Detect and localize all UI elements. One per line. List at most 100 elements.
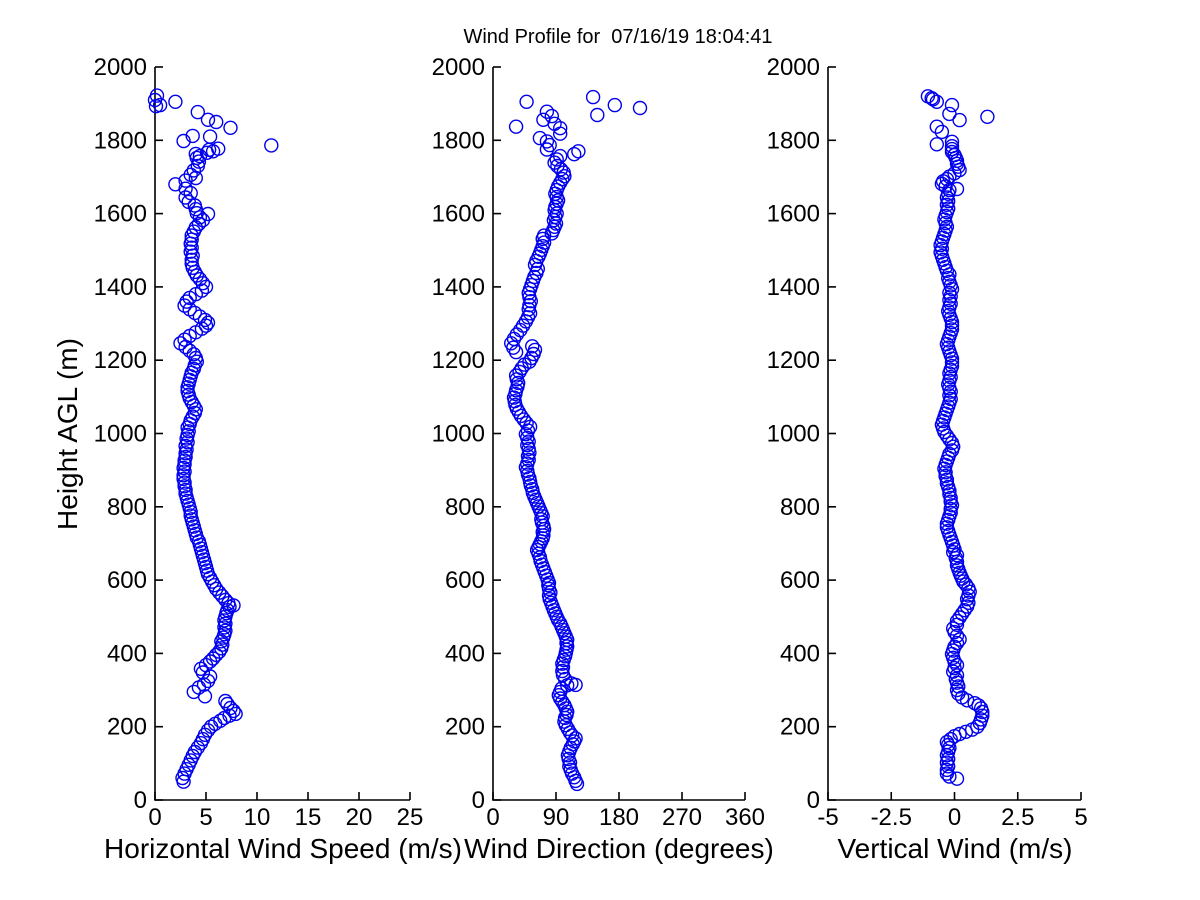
data-point-marker [550, 158, 565, 174]
y-tick-label: 400 [107, 640, 147, 667]
data-point-marker [571, 144, 586, 159]
x-tick-label: 25 [397, 804, 424, 831]
data-point-marker [944, 435, 960, 451]
data-point-marker [201, 142, 217, 158]
data-point-marker [943, 732, 958, 747]
data-point-marker [200, 206, 216, 222]
x-tick-label: -5 [817, 804, 838, 831]
data-point-marker [200, 112, 216, 128]
data-point-marker [527, 342, 543, 358]
data-point-marker [181, 194, 196, 210]
y-tick-label: 800 [107, 494, 147, 521]
data-point-marker [206, 578, 222, 593]
y-tick-label: 400 [445, 640, 485, 667]
data-point-marker [944, 318, 960, 333]
y-tick-label: 1400 [767, 274, 820, 301]
data-point-marker [949, 181, 965, 197]
data-point-marker [944, 97, 960, 113]
data-point-marker [179, 294, 194, 309]
data-point-marker [952, 632, 967, 647]
x-tick-label: 2.5 [1001, 804, 1034, 831]
vertical-wind-panel: 0 200 400 600 800 1000 1200 1400 1600 1800 2000 -5 -… [767, 54, 1088, 831]
x-tick-label: 360 [725, 804, 765, 831]
y-tick-label: 2000 [767, 54, 820, 81]
data-point-marker [213, 713, 228, 728]
data-point-marker [522, 354, 537, 369]
data-point-marker [176, 471, 191, 487]
data-point-marker [187, 358, 203, 373]
data-point-marker [967, 696, 982, 711]
data-point-marker [585, 89, 601, 105]
y-tick-label: 800 [445, 494, 485, 521]
data-point-marker [946, 621, 961, 636]
y-tick-label: 1200 [432, 347, 485, 374]
y-tick-label: 600 [107, 567, 147, 594]
data-point-marker [191, 154, 207, 169]
data-point-marker [929, 119, 944, 134]
data-point-marker [264, 138, 279, 153]
data-point-marker [942, 446, 957, 462]
figure-title: Wind Profile for 07/16/19 18:04:41 [463, 26, 773, 48]
y-tick-label: 200 [445, 714, 485, 741]
data-point-marker [947, 639, 962, 654]
data-point-marker [191, 216, 207, 232]
x-tick-label: 5 [199, 804, 212, 831]
data-point-marker [515, 318, 531, 333]
data-point-marker [187, 744, 203, 760]
data-point-marker [553, 148, 568, 164]
y-tick-label: 1600 [94, 201, 147, 228]
y-tick-label: 1600 [432, 201, 485, 228]
x-tick-label: 90 [543, 804, 570, 831]
data-point-marker [957, 603, 972, 618]
y-tick-label: 200 [107, 714, 147, 741]
data-point-marker [934, 124, 950, 140]
data-point-marker [178, 449, 193, 465]
data-point-marker [180, 383, 195, 399]
data-point-marker [218, 693, 233, 709]
y-tick-label: 400 [780, 640, 820, 667]
data-point-marker [952, 610, 967, 625]
y-tick-label: 1000 [432, 421, 485, 448]
data-point-marker [177, 457, 192, 472]
data-point-marker [949, 558, 965, 573]
data-point-marker [539, 104, 555, 119]
y-tick-label: 200 [780, 714, 820, 741]
data-point-marker [542, 137, 557, 153]
data-point-marker [952, 112, 967, 128]
data-point-marker [939, 766, 955, 781]
y-tick-label: 0 [472, 787, 485, 814]
y-tick-label: 1000 [94, 421, 147, 448]
data-point-marker [949, 635, 965, 651]
data-point-marker [194, 283, 210, 298]
data-point-marker [929, 137, 944, 152]
data-point-marker [544, 108, 559, 124]
y-tick-label: 1600 [767, 201, 820, 228]
data-points [504, 89, 648, 792]
y-axis-label: Height AGL (m) [52, 338, 83, 530]
data-point-marker [173, 336, 188, 351]
data-point-marker [184, 256, 199, 271]
data-point-marker [944, 355, 960, 370]
y-tick-label: 1200 [767, 347, 820, 374]
data-point-marker [567, 146, 582, 162]
data-point-marker [506, 331, 522, 347]
data-point-marker [536, 112, 551, 128]
data-point-marker [185, 128, 200, 144]
x-axis-label-vertical: Vertical Wind (m/s) [837, 833, 1073, 864]
data-point-marker [560, 721, 576, 737]
data-point-marker [168, 177, 183, 192]
data-point-marker [530, 261, 545, 277]
x-tick-label: 0 [148, 804, 161, 831]
y-tick-label: 1400 [432, 274, 485, 301]
data-point-marker [212, 644, 227, 659]
data-point-marker [555, 171, 570, 187]
data-points [920, 89, 995, 786]
data-point-marker [189, 268, 205, 283]
data-point-marker [519, 94, 534, 110]
data-point-marker [607, 97, 622, 113]
data-points [147, 88, 279, 789]
x-tick-label: -2.5 [871, 804, 912, 831]
y-tick-label: 1800 [767, 127, 820, 154]
data-point-marker [177, 479, 192, 494]
